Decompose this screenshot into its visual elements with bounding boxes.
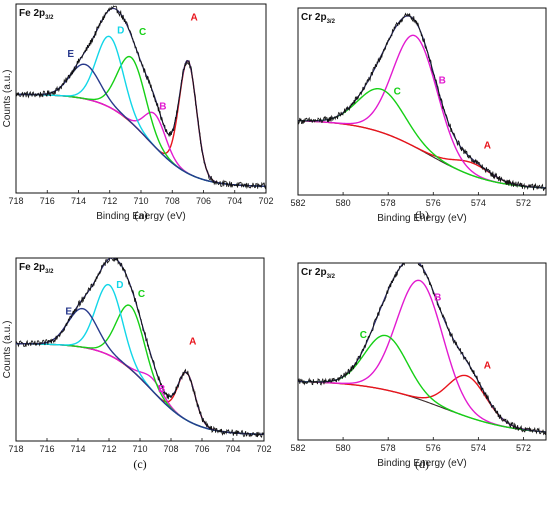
panel-title: Fe 2p3/2 xyxy=(19,8,54,21)
panel-a: A B C D E 718 716 714 712 710 708 706 704 702 Fe 2p3/2… xyxy=(2,3,274,222)
peak-B-label: B xyxy=(158,384,165,395)
peak-C-curve xyxy=(16,55,266,187)
peak-E-label: E xyxy=(65,307,72,318)
x-tick-label: 714 xyxy=(71,196,86,206)
peak-B-curve xyxy=(16,93,266,187)
peak-D-curve xyxy=(16,283,264,436)
x-tick-label: 702 xyxy=(258,196,273,206)
peak-B-label: B xyxy=(439,76,446,87)
panel-caption: (d) xyxy=(415,457,429,471)
plot-area xyxy=(298,12,546,191)
x-tick-label: 710 xyxy=(133,196,148,206)
x-tick-label: 704 xyxy=(225,444,240,454)
peak-B-curve xyxy=(298,34,546,189)
panel-caption: (c) xyxy=(133,457,146,471)
raw-spectrum xyxy=(16,5,266,190)
panel-title: Fe 2p3/2 xyxy=(19,262,54,275)
x-tick-label: 716 xyxy=(40,196,55,206)
x-tick-label: 580 xyxy=(336,198,351,208)
peak-C-curve xyxy=(298,87,546,189)
x-tick-label: 574 xyxy=(471,198,486,208)
x-tick-label: 718 xyxy=(8,444,23,454)
peak-D-label: D xyxy=(117,25,124,36)
x-tick-label: 710 xyxy=(132,444,147,454)
peak-B-curve xyxy=(16,342,264,436)
panel-d: A B C 582 580 578 576 574 572 Cr 2p3/2 Binding Ene… xyxy=(290,262,547,471)
x-tick-label: 574 xyxy=(471,443,486,453)
peak-A-curve xyxy=(16,342,264,436)
plot-area xyxy=(298,263,546,436)
panel-c: A B C D E 718 716 714 712 710 708 706 704 702 Fe 2p3/2… xyxy=(2,257,272,471)
background-line xyxy=(16,93,266,187)
x-tick-label: 572 xyxy=(516,198,531,208)
plot-frame xyxy=(297,262,547,441)
x-tick-label: 712 xyxy=(101,444,116,454)
background-line xyxy=(298,120,546,189)
plot-frame xyxy=(15,257,265,442)
raw-spectrum xyxy=(298,263,546,436)
y-axis-label: Counts (a.u.) xyxy=(2,321,13,379)
peak-C-label: C xyxy=(394,86,401,97)
x-axis-label: Binding Energy (eV) xyxy=(96,211,186,222)
x-tick-label: 706 xyxy=(196,196,211,206)
envelope-curve xyxy=(298,263,546,433)
x-tick-label: 702 xyxy=(256,444,271,454)
panel-title: Cr 2p3/2 xyxy=(301,267,336,280)
peak-C-label: C xyxy=(139,27,146,38)
x-axis-label: Binding Energy (eV) xyxy=(377,458,467,469)
peak-B-label: B xyxy=(434,293,441,304)
x-tick-label: 578 xyxy=(381,443,396,453)
peak-C-label: C xyxy=(138,289,145,300)
peak-A-curve xyxy=(298,120,546,189)
peak-A-label: A xyxy=(191,13,198,24)
x-tick-label: 718 xyxy=(8,196,23,206)
peak-E-label: E xyxy=(67,49,74,60)
x-tick-label: 576 xyxy=(426,443,441,453)
x-tick-label: 576 xyxy=(426,198,441,208)
x-tick-label: 704 xyxy=(227,196,242,206)
panel-b: A B C 582 580 578 576 574 572 Cr 2p3/2 Binding Ene… xyxy=(290,7,547,224)
envelope-curve xyxy=(298,15,546,189)
envelope-curve xyxy=(16,258,264,435)
peak-D-curve xyxy=(16,35,266,187)
plot-area xyxy=(16,5,266,190)
peak-D-label: D xyxy=(116,280,123,291)
x-tick-label: 714 xyxy=(70,444,85,454)
x-tick-label: 712 xyxy=(102,196,117,206)
panel-title: Cr 2p3/2 xyxy=(301,12,336,25)
peak-B-curve xyxy=(298,279,546,433)
peak-B-label: B xyxy=(159,102,166,113)
x-tick-label: 572 xyxy=(516,443,531,453)
peak-A-label: A xyxy=(484,140,491,151)
x-tick-label: 706 xyxy=(194,444,209,454)
x-tick-label: 716 xyxy=(39,444,54,454)
raw-spectrum xyxy=(298,12,546,191)
background-line xyxy=(16,343,264,435)
x-tick-label: 582 xyxy=(290,198,305,208)
peak-C-curve xyxy=(16,304,264,436)
x-tick-label: 578 xyxy=(381,198,396,208)
peak-A-label: A xyxy=(189,336,196,347)
x-tick-label: 708 xyxy=(163,444,178,454)
raw-spectrum xyxy=(16,258,264,439)
plot-frame xyxy=(297,7,547,196)
panel-caption: (a) xyxy=(134,208,147,222)
peak-A-label: A xyxy=(484,361,491,372)
peak-C-label: C xyxy=(360,330,367,341)
plot-area xyxy=(16,258,264,439)
x-tick-label: 708 xyxy=(165,196,180,206)
x-tick-label: 582 xyxy=(290,443,305,453)
panel-caption: (b) xyxy=(415,208,429,222)
x-axis-label: Binding Energy (eV) xyxy=(377,213,467,224)
y-axis-label: Counts (a.u.) xyxy=(2,70,13,128)
x-tick-label: 580 xyxy=(336,443,351,453)
